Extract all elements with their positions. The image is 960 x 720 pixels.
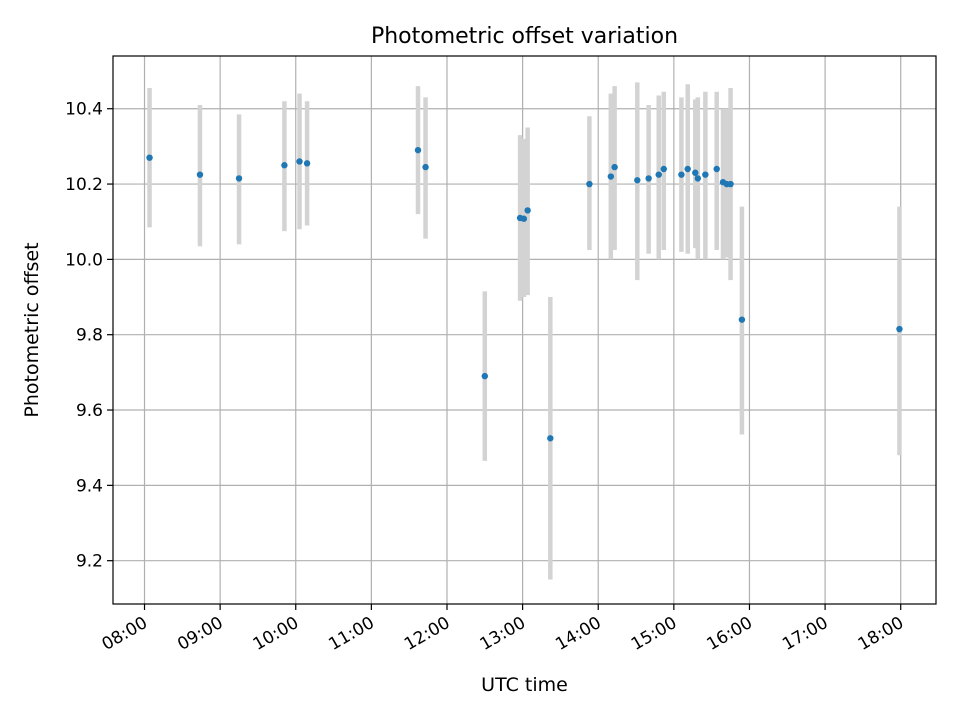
data-point [660, 165, 667, 173]
x-tick-label: 17:00 [779, 613, 831, 655]
data-point [634, 177, 641, 184]
chart-title: Photometric offset variation [371, 24, 678, 49]
data-point [738, 316, 746, 323]
x-tick-label: 14:00 [552, 613, 604, 655]
x-tick-label: 16:00 [704, 613, 756, 655]
x-axis-label: UTC time [481, 674, 568, 696]
data-point [281, 162, 288, 169]
y-tick-label: 9.2 [76, 552, 103, 572]
data-point [520, 215, 528, 222]
data-point [694, 175, 701, 182]
x-tick-label: 12:00 [401, 613, 453, 655]
data-point [422, 163, 429, 171]
data-point [692, 169, 699, 176]
grid-layer [113, 56, 936, 604]
y-tick-label: 10.0 [65, 250, 103, 270]
data-point [296, 158, 303, 165]
x-axis: 08:00 09:00 10:00 11:00 12:00 13:00 14:00 15:00… [99, 604, 907, 655]
x-tick-label: 08:00 [99, 613, 151, 655]
data-point [713, 165, 720, 173]
x-tick-label: 11:00 [325, 613, 377, 655]
data-point [896, 325, 903, 333]
data-point [235, 175, 243, 182]
data-point [586, 180, 593, 188]
y-tick-label: 9.4 [76, 476, 103, 496]
data-point [655, 171, 662, 178]
errorbar-layer [147, 82, 902, 580]
data-point [611, 163, 618, 171]
data-point [414, 146, 422, 154]
data-point [607, 173, 615, 180]
y-tick-label: 10.4 [65, 100, 103, 120]
y-tick-label: 9.6 [76, 401, 103, 421]
data-point [702, 171, 709, 178]
data-point [547, 435, 554, 442]
y-axis-label: Photometric offset [21, 242, 43, 417]
plot-frame [112, 55, 937, 605]
data-point [524, 207, 531, 214]
data-point [684, 165, 691, 173]
x-tick-label: 18:00 [855, 613, 907, 655]
point-layer [146, 146, 903, 442]
x-tick-label: 09:00 [174, 613, 226, 655]
data-point [196, 171, 204, 178]
data-point [678, 171, 685, 178]
y-axis: 9.2 9.4 9.6 9.8 10.0 10.2 10.4 [65, 100, 113, 572]
data-point [146, 154, 153, 161]
data-point [727, 180, 734, 188]
y-tick-label: 10.2 [65, 175, 103, 195]
x-tick-label: 10:00 [250, 613, 302, 655]
data-point [481, 372, 488, 380]
x-tick-label: 13:00 [477, 613, 529, 655]
x-tick-label: 15:00 [628, 613, 680, 655]
data-point [303, 160, 311, 167]
data-point [645, 175, 652, 182]
y-tick-label: 9.8 [76, 326, 103, 346]
